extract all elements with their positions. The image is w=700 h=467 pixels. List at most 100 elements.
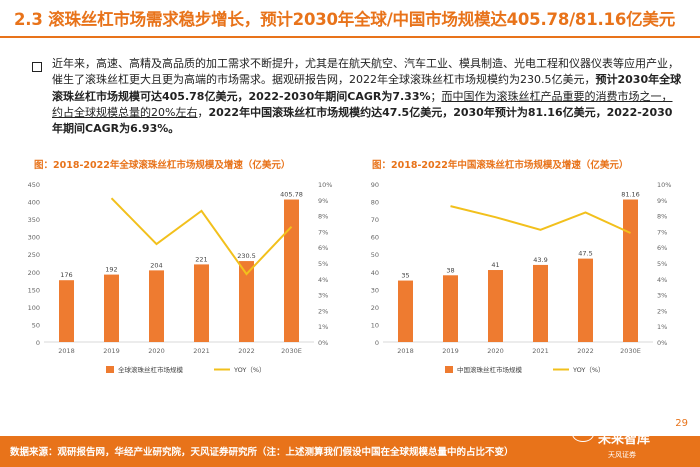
y-right-tick-label: 8% <box>657 213 667 221</box>
y-right-tick-label: 4% <box>318 276 328 284</box>
y-tick-label: 50 <box>371 251 379 259</box>
bar-data-label: 176 <box>60 271 72 279</box>
bullet-square-icon <box>32 62 42 72</box>
bar <box>194 264 209 342</box>
y-right-tick-label: 2% <box>318 307 328 315</box>
y-tick-label: 40 <box>371 269 379 277</box>
y-right-tick-label: 0% <box>318 339 328 347</box>
y-right-tick-label: 3% <box>657 292 667 300</box>
y-right-tick-label: 0% <box>657 339 667 347</box>
bar-data-label: 192 <box>105 266 117 274</box>
y-right-tick-label: 6% <box>318 244 328 252</box>
para-part-2: 预计2030年全球滚珠丝杠市场规模可达405.78亿美元，2022-2030年期… <box>52 73 682 103</box>
page-title: 2.3 滚珠丝杠市场需求稳步增长，预计2030年全球/中国市场规模达405.78… <box>14 10 676 29</box>
yoy-line <box>110 197 293 276</box>
bar-data-label: 204 <box>150 261 162 269</box>
bar <box>59 280 74 342</box>
y-right-tick-label: 8% <box>318 213 328 221</box>
x-tick-label: 2030E <box>620 347 641 355</box>
bar-data-label: 405.78 <box>280 191 303 199</box>
bar <box>104 274 119 342</box>
y-tick-label: 70 <box>371 216 379 224</box>
y-tick-label: 450 <box>28 181 40 189</box>
y-right-tick-label: 2% <box>657 307 667 315</box>
para-part-5: ， <box>197 105 209 119</box>
y-tick-label: 0 <box>36 339 40 347</box>
y-right-tick-label: 3% <box>318 292 328 300</box>
para-part-4: 而中国作为滚珠丝杠产品重要的消费市场之一，约占全球规模总量的20%左右 <box>52 89 673 119</box>
x-tick-label: 2021 <box>532 347 549 355</box>
y-tick-label: 300 <box>28 234 40 242</box>
y-right-tick-label: 9% <box>318 197 328 205</box>
title-rule <box>0 36 700 38</box>
y-tick-label: 20 <box>371 304 379 312</box>
bar <box>284 199 299 342</box>
page-number: 29 <box>675 418 688 429</box>
y-right-tick-label: 5% <box>657 260 667 268</box>
bar <box>239 261 254 342</box>
para-part-6: 2022年中国滚珠丝杠市场规模约达47.5亿美元，2030年预计为81.16亿美… <box>52 105 673 136</box>
bar <box>443 275 458 342</box>
y-tick-label: 100 <box>28 304 40 312</box>
y-right-tick-label: 1% <box>657 323 667 331</box>
legend-bar-swatch <box>106 366 114 373</box>
bar <box>533 264 548 342</box>
y-right-tick-label: 9% <box>657 197 667 205</box>
bar-data-label: 38 <box>446 266 454 274</box>
chart-global: 0 50 100 150 200 250 300 350 400 450 0% 1% 2% 3% 4% 5% 6… <box>28 181 333 374</box>
bar-data-label: 35 <box>401 272 409 280</box>
x-tick-label: 2018 <box>58 347 75 355</box>
bar <box>578 258 593 342</box>
y-right-tick-label: 4% <box>657 276 667 284</box>
bar-data-label: 47.5 <box>578 250 592 258</box>
y-right-tick-label: 5% <box>318 260 328 268</box>
para-part-1: 近年来，高速、高精及高品质的加工需求不断提升，尤其是在航天航空、汽车工业、模具制… <box>52 57 679 87</box>
y-tick-label: 250 <box>28 251 40 259</box>
y-right-tick-label: 7% <box>318 228 328 236</box>
y-tick-label: 150 <box>28 286 40 294</box>
y-tick-label: 350 <box>28 216 40 224</box>
bar <box>149 270 164 342</box>
watermark-text: 未来智库 <box>598 432 651 447</box>
x-tick-label: 2018 <box>397 347 414 355</box>
bar-data-label: 81.16 <box>621 191 640 199</box>
x-tick-label: 2030E <box>281 347 302 355</box>
chart-china: 0 10 20 30 40 50 60 70 80 90 0% 1% 2% 3% 4% 5% 6% 7% 8% 9% 1… <box>371 181 672 374</box>
y-right-tick-label: 6% <box>657 244 667 252</box>
y-tick-label: 10 <box>371 321 379 329</box>
brand-logo-text: 天风证券 <box>608 451 636 459</box>
yoy-line <box>450 205 631 234</box>
legend-bar-label: 中国滚珠丝杠市场规模 <box>457 365 523 374</box>
y-tick-label: 400 <box>28 199 40 207</box>
y-right-tick-label: 10% <box>318 181 332 189</box>
y-tick-label: 60 <box>371 234 379 242</box>
bar <box>488 270 503 342</box>
y-right-tick-label: 10% <box>657 181 671 189</box>
y-tick-label: 50 <box>32 321 40 329</box>
y-tick-label: 80 <box>371 199 379 207</box>
legend-line-label: YOY（%） <box>233 366 266 374</box>
bar-data-label: 43.9 <box>533 256 547 264</box>
chart-global-title: 图：2018-2022年全球滚珠丝杠市场规模及增速（亿美元） <box>34 160 291 171</box>
bar-data-label: 230.5 <box>237 252 256 260</box>
bar-data-label: 221 <box>195 255 207 263</box>
y-tick-label: 30 <box>371 286 379 294</box>
bar-data-label: 41 <box>491 261 499 269</box>
y-right-tick-label: 7% <box>657 228 667 236</box>
x-tick-label: 2019 <box>103 347 120 355</box>
y-tick-label: 90 <box>371 181 379 189</box>
x-tick-label: 2022 <box>238 347 255 355</box>
chart-china-title: 图：2018-2022年中国滚珠丝杠市场规模及增速（亿美元） <box>372 160 629 171</box>
body-paragraph: 近年来，高速、高精及高品质的加工需求不断提升，尤其是在航天航空、汽车工业、模具制… <box>52 56 682 137</box>
x-tick-label: 2020 <box>148 347 165 355</box>
legend-line-label: YOY（%） <box>572 366 605 374</box>
source-note: 数据来源：观研报告网，华经产业研究院，天风证券研究所（注：上述测算我们假设中国在… <box>10 447 514 458</box>
wechat-icon <box>572 426 594 442</box>
bar <box>623 199 638 342</box>
x-tick-label: 2019 <box>442 347 459 355</box>
y-tick-label: 200 <box>28 269 40 277</box>
para-part-3: ； <box>430 89 442 103</box>
y-right-tick-label: 1% <box>318 323 328 331</box>
x-tick-label: 2020 <box>487 347 504 355</box>
x-tick-label: 2022 <box>577 347 594 355</box>
